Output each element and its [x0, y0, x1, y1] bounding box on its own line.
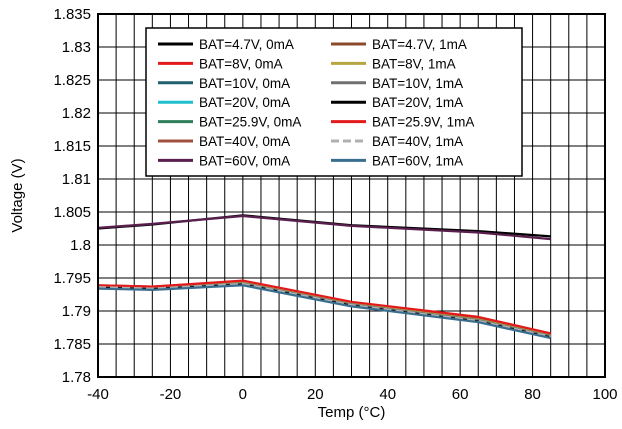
- x-tick-label: 20: [307, 386, 324, 403]
- series-line-13: [97, 284, 551, 340]
- series-line-6: [97, 214, 551, 241]
- y-tick-label: 1.805: [53, 204, 91, 221]
- y-tick-label: 1.83: [62, 39, 91, 56]
- series-lines: [97, 214, 551, 340]
- x-tick-label: -40: [87, 386, 109, 403]
- legend-label: BAT=8V, 1mA: [372, 56, 456, 71]
- legend-label: BAT=40V, 1mA: [372, 134, 463, 149]
- x-axis-label: Temp (°C): [318, 404, 386, 421]
- legend-label: BAT=60V, 1mA: [372, 153, 463, 168]
- x-tick-label: 40: [379, 386, 396, 403]
- y-tick-label: 1.81: [62, 171, 91, 188]
- x-tick-label: -20: [160, 386, 182, 403]
- legend-label: BAT=20V, 1mA: [372, 95, 463, 110]
- legend-label: BAT=4.7V, 0mA: [199, 37, 294, 52]
- plot-frame: [97, 13, 606, 378]
- y-tick-label: 1.815: [53, 138, 91, 155]
- legend-label: BAT=20V, 0mA: [199, 95, 290, 110]
- legend-label: BAT=10V, 1mA: [372, 76, 463, 91]
- legend-label: BAT=10V, 0mA: [199, 76, 290, 91]
- y-tick-label: 1.835: [53, 6, 91, 23]
- series-line-1: [97, 282, 551, 338]
- series-line-11: [97, 279, 551, 335]
- x-tick-label: 0: [239, 386, 247, 403]
- tick-labels: -40 -20 0 20 40 60 80 1001.781.7851.791.7951.81…: [53, 6, 617, 403]
- legend-label: BAT=60V, 0mA: [199, 153, 290, 168]
- legend-label: BAT=8V, 0mA: [199, 56, 283, 71]
- y-tick-label: 1.79: [62, 303, 91, 320]
- y-tick-label: 1.82: [62, 105, 91, 122]
- series-line-3: [97, 282, 551, 338]
- legend-label: BAT=40V, 0mA: [199, 134, 290, 149]
- y-tick-label: 1.785: [53, 336, 91, 353]
- y-tick-label: 1.8: [70, 237, 91, 254]
- series-line-9: [97, 282, 551, 338]
- legend: BAT=4.7V, 0mA BAT=8V, 0mA BAT=10V, 0mA BAT=…: [145, 27, 523, 177]
- x-tick-label: 80: [524, 386, 541, 403]
- x-tick-label: 100: [592, 386, 617, 403]
- legend-label: BAT=25.9V, 0mA: [199, 115, 301, 130]
- y-tick-label: 1.795: [53, 270, 91, 287]
- series-line-12: [97, 282, 551, 338]
- series-line-8: [97, 281, 551, 337]
- y-axis-label: Voltage (V): [9, 158, 26, 232]
- x-tick-label: 60: [452, 386, 469, 403]
- legend-label: BAT=4.7V, 1mA: [372, 37, 467, 52]
- legend-label: BAT=25.9V, 1mA: [372, 115, 474, 130]
- y-tick-label: 1.78: [62, 369, 91, 386]
- y-tick-label: 1.825: [53, 72, 91, 89]
- series-line-4: [97, 282, 551, 338]
